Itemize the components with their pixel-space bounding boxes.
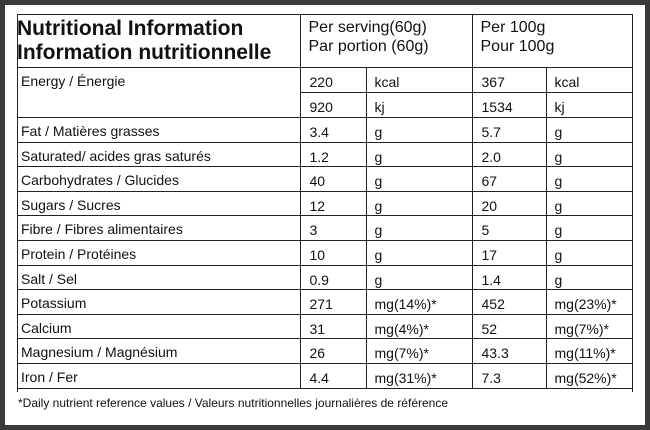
per-100g-value: 67 <box>472 166 547 192</box>
per-serving-fr: Par portion (60g) <box>308 38 429 55</box>
per-100g-unit: g <box>546 239 633 266</box>
per-100g-value: 5.7 <box>472 117 547 143</box>
nutrient-name: Iron / Fer <box>17 362 301 389</box>
per-100g-unit: g <box>546 166 633 192</box>
table-row: Iron / Fer 4.4 mg(31%)* 7.3 mg(52%)* <box>17 362 633 389</box>
table-row: Protein / Protéines 10 g 17 g <box>17 239 633 266</box>
per-100g-unit: mg(7%)* <box>546 313 633 339</box>
per-100g-fr: Pour 100g <box>480 38 555 55</box>
per-100g-value: 1534 <box>472 92 547 118</box>
per-100g-unit: kcal <box>546 67 633 93</box>
per-serving-value: 12 <box>300 190 367 216</box>
per-100g-value: 1.4 <box>472 264 547 290</box>
table-row: Potassium 271 mg(14%)* 452 mg(23%)* <box>17 289 633 315</box>
per-serving-value: 31 <box>300 313 367 339</box>
per-serving-value: 26 <box>300 338 367 364</box>
per-serving-unit: g <box>366 166 473 192</box>
per-serving-unit: g <box>366 141 473 167</box>
per-serving-value: 4.4 <box>300 362 367 389</box>
nutrient-name: Salt / Sel <box>17 264 301 290</box>
per-100g-unit: mg(23%)* <box>546 289 633 315</box>
table-row: Fibre / Fibres alimentaires 3 g 5 g <box>17 215 633 241</box>
per-serving-unit: g <box>366 239 473 266</box>
per-100g-value: 452 <box>472 289 547 315</box>
per-serving-header: Per serving(60g) Par portion (60g) <box>300 14 473 68</box>
title-en: Nutritional Information <box>17 17 244 40</box>
table-title: Nutritional Information Information nutr… <box>17 14 301 68</box>
nutrient-name: Saturated/ acides gras saturés <box>17 141 301 167</box>
nutrient-name: Fat / Matières grasses <box>17 117 301 143</box>
nutrient-name: Magnesium / Magnésium <box>17 338 301 364</box>
per-100g-value: 52 <box>472 313 547 339</box>
nutrition-table: Nutritional Information Information nutr… <box>17 14 633 389</box>
per-serving-unit: kcal <box>366 67 473 93</box>
per-serving-value: 3.4 <box>300 117 367 143</box>
nutrient-name-energy: Energy / Énergie <box>17 67 301 118</box>
per-100g-unit: g <box>546 141 633 167</box>
per-100g-unit: g <box>546 264 633 290</box>
per-serving-en: Per serving(60g) <box>308 19 427 36</box>
table-row: Calcium 31 mg(4%)* 52 mg(7%)* <box>17 313 633 339</box>
per-serving-unit: g <box>366 190 473 216</box>
per-serving-value: 10 <box>300 239 367 266</box>
per-serving-unit: g <box>366 215 473 241</box>
per-serving-value: 3 <box>300 215 367 241</box>
per-serving-value: 0.9 <box>300 264 367 290</box>
header-row: Nutritional Information Information nutr… <box>17 14 633 68</box>
nutrient-name: Calcium <box>17 313 301 339</box>
per-100g-value: 367 <box>472 67 547 93</box>
per-serving-unit: mg(31%)* <box>366 362 473 389</box>
per-serving-value: 40 <box>300 166 367 192</box>
per-serving-value: 271 <box>300 289 367 315</box>
per-serving-unit: mg(4%)* <box>366 313 473 339</box>
table-row: Saturated/ acides gras saturés 1.2 g 2.0 g <box>17 141 633 167</box>
per-serving-unit: g <box>366 117 473 143</box>
per-100g-value: 17 <box>472 239 547 266</box>
table-row: 920 kj 1534 kj <box>17 92 633 118</box>
per-serving-unit: mg(7%)* <box>366 338 473 364</box>
per-100g-value: 7.3 <box>472 362 547 389</box>
per-100g-header: Per 100g Pour 100g <box>472 14 633 68</box>
table-row: Salt / Sel 0.9 g 1.4 g <box>17 264 633 290</box>
per-100g-unit: mg(52%)* <box>546 362 633 389</box>
table-row: Energy / Énergie 220 kcal 367 kcal <box>17 67 633 118</box>
per-serving-unit: mg(14%)* <box>366 289 473 315</box>
footnote: *Daily nutrient reference values / Valeu… <box>18 396 449 410</box>
per-serving-unit: g <box>366 264 473 290</box>
per-100g-value: 43.3 <box>472 338 547 364</box>
per-100g-value: 2.0 <box>472 141 547 167</box>
per-100g-unit: kj <box>546 92 633 118</box>
nutrient-name: Carbohydrates / Glucides <box>17 166 301 192</box>
table-row: Fat / Matières grasses 3.4 g 5.7 g <box>17 117 633 143</box>
nutrient-name: Potassium <box>17 289 301 315</box>
table-row: Sugars / Sucres 12 g 20 g <box>17 190 633 216</box>
table-row: Carbohydrates / Glucides 40 g 67 g <box>17 166 633 192</box>
table-row: Magnesium / Magnésium 26 mg(7%)* 43.3 mg(11%… <box>17 338 633 364</box>
nutrient-name: Fibre / Fibres alimentaires <box>17 215 301 241</box>
per-serving-value: 920 <box>300 92 367 118</box>
nutrient-name: Sugars / Sucres <box>17 190 301 216</box>
per-100g-en: Per 100g <box>480 19 546 36</box>
per-100g-unit: g <box>546 117 633 143</box>
per-100g-unit: mg(11%)* <box>546 338 633 364</box>
per-serving-value: 1.2 <box>300 141 367 167</box>
per-100g-value: 5 <box>472 215 547 241</box>
per-100g-value: 20 <box>472 190 547 216</box>
per-100g-unit: g <box>546 215 633 241</box>
title-fr: Information nutritionnelle <box>17 41 272 64</box>
nutrient-name: Protein / Protéines <box>17 239 301 266</box>
per-serving-unit: kj <box>366 92 473 118</box>
per-serving-value: 220 <box>300 67 367 93</box>
per-100g-unit: g <box>546 190 633 216</box>
